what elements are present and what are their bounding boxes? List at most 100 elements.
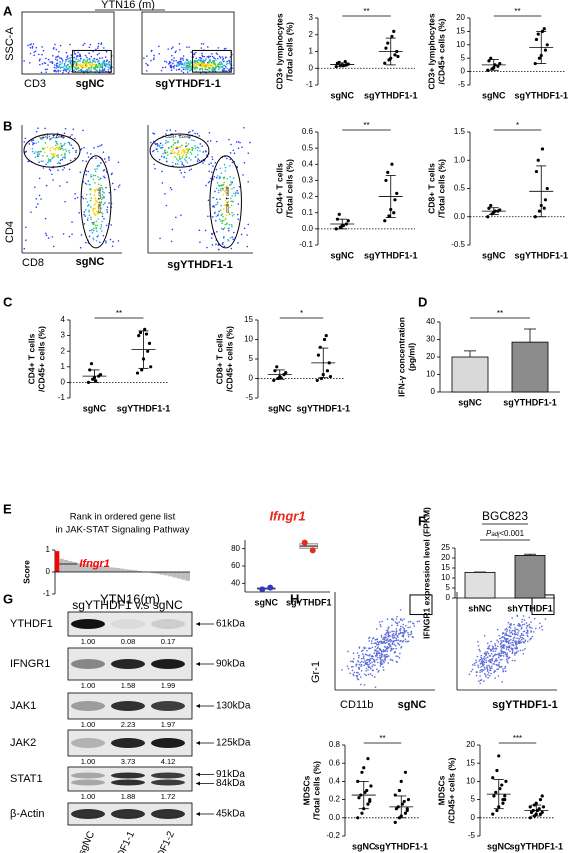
- flow-event: [108, 66, 111, 69]
- flow-event: [485, 675, 487, 678]
- blot-strip: [67, 766, 193, 792]
- x-axis-label: sgYTHDF1 v.s sgNC: [72, 598, 183, 612]
- flow-event: [399, 629, 402, 632]
- protein-label: STAT1: [10, 773, 43, 785]
- flow-event: [520, 636, 522, 639]
- flow-event: [185, 154, 188, 156]
- flow-event: [209, 55, 212, 58]
- flow-event: [193, 139, 195, 142]
- flow-event: [404, 625, 407, 627]
- flow-event: [169, 152, 172, 155]
- flow-event: [205, 64, 207, 66]
- flow-event: [491, 645, 494, 648]
- flow-event: [53, 134, 55, 137]
- flow-event: [224, 204, 226, 207]
- flow-event: [208, 180, 211, 183]
- data-point: [387, 214, 391, 218]
- significance-label: **: [497, 309, 503, 318]
- rank-bar: [63, 559, 69, 572]
- flow-event: [476, 655, 479, 658]
- flow-event: [81, 196, 83, 198]
- arrow-head: [196, 704, 200, 708]
- flow-event: [73, 56, 76, 59]
- data-point: [356, 779, 360, 784]
- rank-bar: [68, 561, 73, 572]
- flow-event: [199, 64, 202, 66]
- flow-event: [62, 71, 64, 74]
- sample-label: sgYTHDF1-1: [167, 259, 232, 271]
- flow-event: [360, 657, 363, 660]
- flow-event: [517, 632, 519, 634]
- flow-event: [397, 655, 399, 658]
- flow-event: [41, 138, 44, 140]
- flow-event: [228, 227, 230, 229]
- flow-event: [209, 140, 212, 142]
- flow-event: [208, 56, 210, 59]
- flow-event: [228, 229, 230, 232]
- flow-event: [515, 651, 518, 653]
- flow-event: [229, 158, 231, 161]
- flow-event: [526, 634, 528, 637]
- data-point: [501, 798, 505, 802]
- flow-event: [187, 143, 190, 145]
- flow-event: [222, 57, 225, 60]
- blot-band: [151, 809, 185, 819]
- flow-event: [54, 58, 57, 60]
- flow-event: [83, 213, 85, 216]
- y-tick-label: -0.1: [299, 240, 313, 249]
- flow-event: [378, 652, 381, 655]
- flow-event: [222, 215, 224, 218]
- data-point: [534, 801, 538, 805]
- flow-event: [103, 196, 105, 199]
- flow-event: [359, 661, 362, 664]
- flow-event: [51, 153, 53, 155]
- flow-event: [217, 65, 219, 68]
- rank-bar: [72, 562, 77, 572]
- flow-event: [488, 644, 491, 647]
- flow-event: [101, 197, 104, 199]
- y-tick-label: 0.5: [454, 184, 466, 193]
- flow-event: [88, 209, 90, 212]
- blot-band: [71, 738, 105, 748]
- flow-event: [100, 43, 103, 45]
- flow-event: [109, 238, 112, 241]
- flow-event: [384, 658, 386, 661]
- y-axis-label: /Total cells (%): [311, 761, 321, 820]
- flow-event: [233, 152, 236, 155]
- flow-event: [488, 664, 490, 667]
- flow-event: [162, 66, 164, 69]
- flow-event: [61, 66, 64, 68]
- flow-event: [210, 237, 213, 239]
- flow-event: [364, 647, 367, 649]
- flow-event: [31, 45, 34, 48]
- flow-event: [506, 655, 509, 658]
- flow-event: [521, 624, 524, 626]
- flow-event: [97, 205, 99, 208]
- flow-event: [401, 619, 404, 622]
- rank-bar: [133, 570, 138, 572]
- flow-event: [145, 62, 147, 65]
- flow-event: [398, 656, 401, 659]
- flow-event: [110, 224, 112, 226]
- flow-event: [67, 71, 70, 74]
- flow-event: [489, 661, 491, 663]
- flow-event: [87, 204, 90, 206]
- rank-bar: [185, 572, 190, 581]
- flow-event: [504, 628, 506, 631]
- flow-event: [30, 140, 33, 142]
- flow-event: [404, 638, 407, 641]
- flow-event: [158, 52, 160, 55]
- gate-label: CD8+ T cells: [97, 186, 102, 212]
- flow-event: [47, 237, 50, 239]
- flow-event: [173, 57, 175, 59]
- flow-event: [222, 189, 225, 192]
- flow-event: [70, 63, 73, 66]
- flow-event: [370, 640, 373, 642]
- flow-event: [509, 635, 511, 638]
- flow-event: [347, 667, 350, 670]
- lane-label: sgNC: [77, 830, 98, 853]
- flow-event: [507, 640, 510, 643]
- flow-event: [67, 141, 70, 144]
- flow-event: [111, 245, 114, 247]
- y-tick-label: 30: [426, 335, 435, 344]
